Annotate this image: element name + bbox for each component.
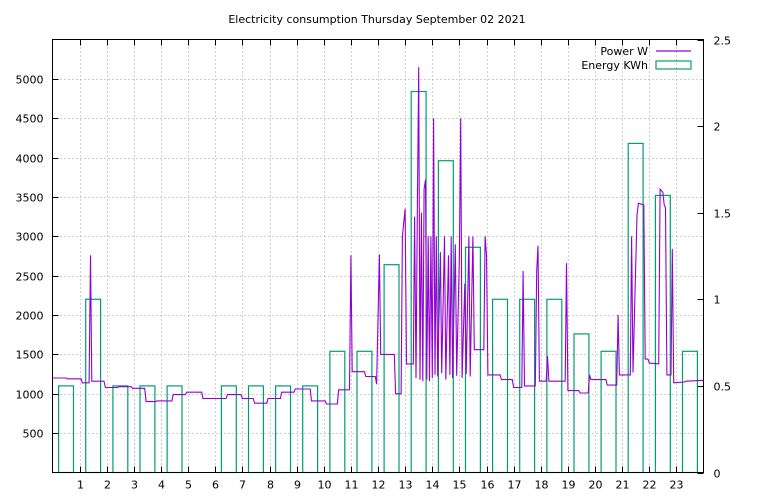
y-left-tick-label: 1000 — [16, 389, 44, 402]
chart-title: Electricity consumption Thursday Septemb… — [228, 13, 525, 26]
y-left-tick-label: 500 — [23, 428, 44, 441]
y-right-tick-label: 2.5 — [714, 35, 732, 48]
x-tick-label: 15 — [453, 479, 467, 492]
x-tick-label: 5 — [185, 479, 192, 492]
y-left-tick-label: 4500 — [16, 113, 44, 126]
energy-bar-hour-11 — [356, 350, 373, 474]
energy-bar-hour-0 — [57, 385, 75, 474]
x-tick-label: 4 — [158, 479, 165, 492]
x-tick-label: 10 — [318, 479, 332, 492]
x-tick-label: 12 — [372, 479, 386, 492]
y-left-tick-label: 2000 — [16, 310, 44, 323]
x-tick-label: 7 — [239, 479, 246, 492]
x-tick-label: 13 — [399, 479, 413, 492]
y-right-tick-label: 1.5 — [714, 208, 732, 221]
power-line — [52, 67, 704, 405]
energy-bar-hour-3 — [139, 385, 156, 474]
x-tick-label: 3 — [131, 479, 138, 492]
x-tick-label: 6 — [212, 479, 219, 492]
energy-bar-hour-1 — [85, 298, 102, 474]
y-left-tick-label: 4000 — [16, 153, 44, 166]
x-tick-label: 22 — [643, 479, 657, 492]
x-tick-label: 14 — [426, 479, 440, 492]
x-tick-label: 19 — [562, 479, 576, 492]
legend-swatch-energy — [655, 60, 692, 70]
y-axis-right: 0 0.5 1 1.5 2 2.5 — [697, 35, 732, 481]
x-tick-label: 11 — [345, 479, 359, 492]
x-tick-label: 23 — [670, 479, 684, 492]
energy-bar-hour-2 — [112, 385, 129, 474]
y-left-tick-label: 2500 — [16, 271, 44, 284]
grid — [52, 39, 704, 473]
x-tick-label: 21 — [616, 479, 630, 492]
energy-bar-hour-9 — [302, 385, 319, 474]
legend-label-0: Power W — [600, 45, 648, 58]
x-tick-label: 8 — [267, 479, 274, 492]
energy-bar-hour-20 — [600, 350, 617, 474]
x-tick-label: 18 — [535, 479, 549, 492]
x-tick-label: 20 — [589, 479, 603, 492]
x-tick-label: 1 — [77, 479, 84, 492]
y-left-tick-label: 1500 — [16, 349, 44, 362]
x-tick-label: 2 — [104, 479, 111, 492]
energy-bar-hour-16 — [492, 298, 509, 474]
energy-bar-hour-23 — [681, 350, 698, 474]
y-left-tick-label: 3500 — [16, 192, 44, 205]
y-left-tick-label: 3000 — [16, 231, 44, 244]
y-right-tick-label: 0.5 — [714, 381, 732, 394]
energy-bar-hour-4 — [166, 385, 183, 474]
energy-bar-hour-22 — [654, 194, 671, 474]
energy-bar-hour-10 — [329, 350, 346, 474]
x-tick-label: 17 — [508, 479, 522, 492]
x-tick-label: 9 — [294, 479, 301, 492]
legend-label-1: Energy KWh — [581, 59, 648, 72]
y-right-tick-label: 0 — [714, 468, 721, 481]
x-axis: 1 2 3 4 5 6 7 8 9 10 11 12 13 14 15 16 17 18 19 20 21 22 23 — [77, 39, 684, 492]
y-axis-left: 500 1000 1500 2000 2500 3000 3500 4000 4500 5000 — [16, 74, 59, 441]
energy-bar-hour-12 — [383, 264, 400, 474]
y-right-tick-label: 2 — [714, 121, 721, 134]
energy-bar-hour-18 — [546, 298, 563, 474]
x-tick-label: 16 — [481, 479, 495, 492]
y-left-tick-label: 5000 — [16, 74, 44, 87]
y-right-tick-label: 1 — [714, 294, 721, 307]
